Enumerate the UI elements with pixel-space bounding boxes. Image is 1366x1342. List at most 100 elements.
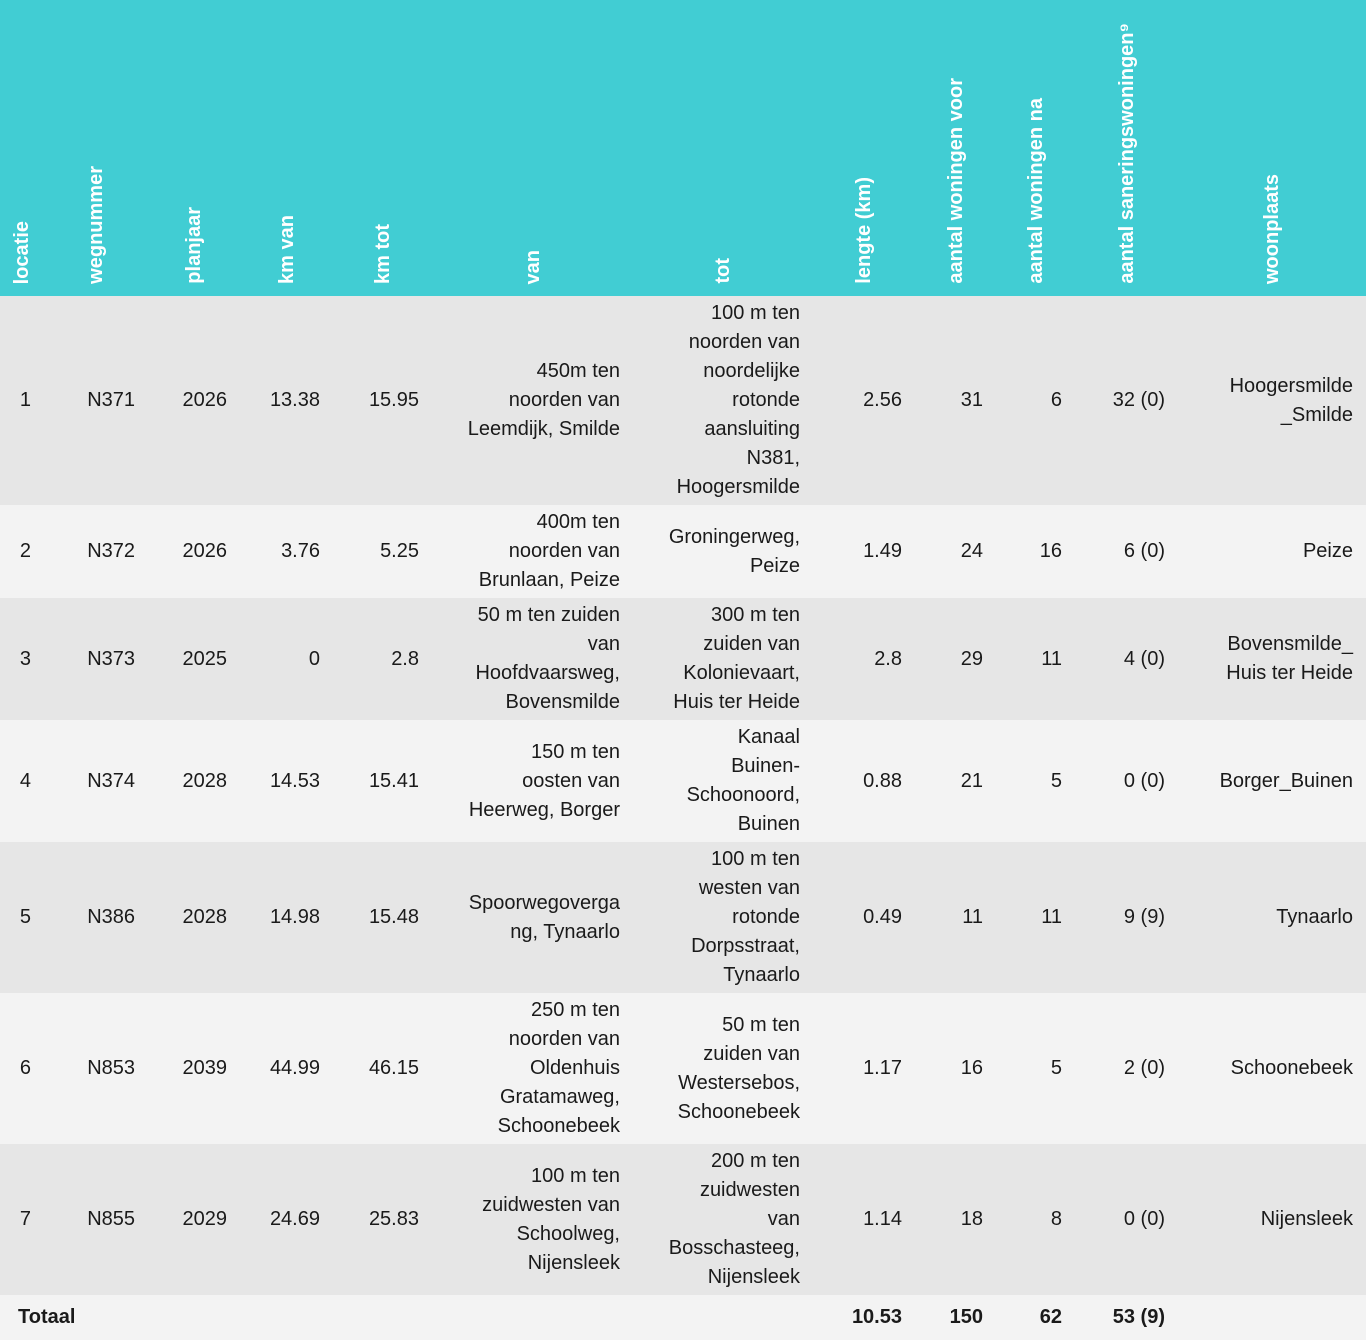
cell-km-van: 0 — [308, 647, 320, 670]
cell-van: 250 m ten noorden van Oldenhuis Gratamaw… — [497, 999, 620, 1137]
table-row: 6 N853 2039 44.99 46.15 250 m ten noorde… — [0, 993, 1366, 1144]
table-row: 2 N372 2026 3.76 5.25 400m ten noorden v… — [0, 505, 1366, 598]
cell-wegnummer: N371 — [87, 389, 135, 411]
cell-tot: 100 m ten noorden van noordelijke rotond… — [676, 302, 800, 498]
cell-km-tot: 5.25 — [380, 540, 419, 562]
cell-aantal-woningen-voor: 29 — [960, 647, 983, 670]
cell-km-tot: 46.15 — [368, 1057, 419, 1079]
total-aantal-woningen-voor: 150 — [949, 1306, 983, 1328]
cell-km-tot: 2.8 — [391, 647, 419, 670]
column-header-planjaar-label: planjaar — [183, 207, 205, 284]
cell-aantal-woningen-na: 16 — [1039, 540, 1062, 562]
cell-planjaar: 2026 — [182, 540, 228, 562]
table-row: 7 N855 2029 24.69 25.83 100 m ten zuidwe… — [0, 1144, 1366, 1295]
cell-km-tot: 15.95 — [368, 389, 419, 411]
column-header-aantal-woningen-voor-label: aantal woningen voor — [944, 78, 967, 284]
column-header-tot: tot — [633, 0, 813, 296]
cell-km-van: 14.53 — [269, 769, 320, 792]
column-header-aantal-saneringswoningen: aantal saneringswoningen⁹ — [1075, 0, 1178, 296]
cell-tot: 200 m ten zuidwesten van Bosschasteeg, N… — [668, 1150, 800, 1288]
cell-aantal-woningen-na: 11 — [1041, 906, 1062, 928]
cell-wegnummer: N855 — [87, 1208, 135, 1230]
cell-aantal-saneringswoningen: 2 (0) — [1123, 1057, 1165, 1079]
cell-lengte-km: 0.88 — [863, 769, 902, 792]
cell-aantal-woningen-na: 6 — [1050, 389, 1062, 411]
cell-aantal-woningen-voor: 24 — [960, 540, 983, 562]
column-header-locatie-label: locatie — [11, 220, 33, 284]
column-header-tot-label: tot — [712, 258, 734, 284]
cell-wegnummer: N374 — [87, 769, 135, 792]
cell-aantal-woningen-na: 5 — [1050, 1057, 1062, 1079]
cell-van: 450m ten noorden van Leemdijk, Smilde — [467, 360, 620, 440]
cell-aantal-woningen-voor: 21 — [960, 769, 983, 792]
cell-locatie: 5 — [19, 906, 31, 928]
cell-planjaar: 2028 — [182, 769, 228, 792]
cell-woonplaats: Schoonebeek — [1230, 1057, 1353, 1079]
cell-aantal-saneringswoningen: 9 (9) — [1123, 906, 1165, 928]
cell-wegnummer: N373 — [87, 647, 135, 670]
cell-locatie: 7 — [19, 1208, 31, 1230]
cell-km-van: 13.38 — [269, 389, 320, 411]
cell-aantal-saneringswoningen: 0 (0) — [1123, 769, 1165, 792]
cell-woonplaats: Hoogersmilde _Smilde — [1229, 374, 1353, 426]
cell-km-van: 14.98 — [269, 906, 320, 928]
cell-planjaar: 2029 — [182, 1208, 228, 1230]
cell-locatie: 6 — [19, 1057, 31, 1079]
cell-lengte-km: 2.8 — [874, 647, 902, 670]
cell-van: 400m ten noorden van Brunlaan, Peize — [478, 511, 620, 591]
column-header-aantal-woningen-na: aantal woningen na — [996, 0, 1075, 296]
cell-woonplaats: Borger_Buinen — [1219, 769, 1353, 792]
cell-wegnummer: N386 — [87, 906, 135, 928]
cell-aantal-woningen-na: 5 — [1050, 769, 1062, 792]
total-aantal-saneringswoningen: 53 (9) — [1112, 1306, 1165, 1328]
column-header-km-van-label: km van — [275, 215, 298, 284]
total-row: Totaal 10.53 150 62 53 (9) — [0, 1295, 1366, 1340]
column-header-km-tot: km tot — [333, 0, 432, 296]
table-body: 1 N371 2026 13.38 15.95 450m ten noorden… — [0, 296, 1366, 1340]
cell-van: 150 m ten oosten van Heerweg, Borger — [468, 740, 620, 821]
cell-lengte-km: 1.17 — [863, 1057, 902, 1079]
cell-aantal-woningen-voor: 11 — [962, 906, 983, 928]
table-row: 4 N374 2028 14.53 15.41 150 m ten oosten… — [0, 720, 1366, 842]
column-header-lengte-km: lengte (km) — [813, 0, 915, 296]
cell-km-tot: 15.41 — [368, 769, 419, 792]
column-header-woonplaats: woonplaats — [1178, 0, 1366, 296]
cell-aantal-woningen-voor: 31 — [960, 389, 983, 411]
column-header-lengte-km-label: lengte (km) — [853, 177, 875, 284]
cell-wegnummer: N853 — [87, 1057, 135, 1079]
cell-planjaar: 2039 — [182, 1057, 228, 1079]
cell-planjaar: 2028 — [182, 906, 228, 928]
cell-locatie: 2 — [19, 540, 31, 562]
cell-locatie: 3 — [19, 647, 31, 670]
cell-aantal-saneringswoningen: 4 (0) — [1123, 647, 1165, 670]
cell-van: 100 m ten zuidwesten van Schoolweg, Nije… — [482, 1164, 620, 1274]
cell-aantal-woningen-voor: 16 — [960, 1057, 983, 1079]
column-header-aantal-woningen-voor: aantal woningen voor — [915, 0, 996, 296]
column-header-aantal-saneringswoningen-label: aantal saneringswoningen⁹ — [1115, 23, 1138, 284]
cell-planjaar: 2025 — [182, 647, 228, 670]
table-row: 1 N371 2026 13.38 15.95 450m ten noorden… — [0, 296, 1366, 505]
cell-locatie: 1 — [19, 389, 31, 411]
total-lengte-km: 10.53 — [851, 1306, 902, 1328]
cell-tot: 50 m ten zuiden van Westersebos, Schoone… — [677, 1013, 800, 1123]
cell-van: Spoorwegoverga ng, Tynaarlo — [468, 891, 620, 943]
cell-woonplaats: Bovensmilde_ Huis ter Heide — [1226, 633, 1353, 684]
column-header-van-label: van — [521, 249, 544, 284]
table-row: 3 N373 2025 0 2.8 50 m ten zuiden van Ho… — [0, 598, 1366, 720]
column-header-km-tot-label: km tot — [371, 224, 394, 284]
cell-km-tot: 15.48 — [368, 906, 419, 928]
cell-tot: Groningerweg, Peize — [668, 525, 800, 577]
table-row: 5 N386 2028 14.98 15.48 Spoorwegoverga n… — [0, 842, 1366, 993]
cell-woonplaats: Tynaarlo — [1276, 906, 1353, 928]
total-woonplaats-empty — [1178, 1295, 1366, 1340]
cell-planjaar: 2026 — [182, 389, 228, 411]
cell-tot: 300 m ten zuiden van Kolonievaart, Huis … — [673, 604, 800, 713]
cell-tot: 100 m ten westen van rotonde Dorpsstraat… — [691, 848, 800, 986]
cell-aantal-saneringswoningen: 32 (0) — [1112, 389, 1165, 411]
total-aantal-woningen-na: 62 — [1039, 1306, 1062, 1328]
cell-km-van: 24.69 — [269, 1208, 320, 1230]
cell-aantal-woningen-voor: 18 — [960, 1208, 983, 1230]
cell-van: 50 m ten zuiden van Hoofdvaarsweg, Boven… — [475, 604, 620, 713]
cell-aantal-saneringswoningen: 0 (0) — [1123, 1208, 1165, 1230]
